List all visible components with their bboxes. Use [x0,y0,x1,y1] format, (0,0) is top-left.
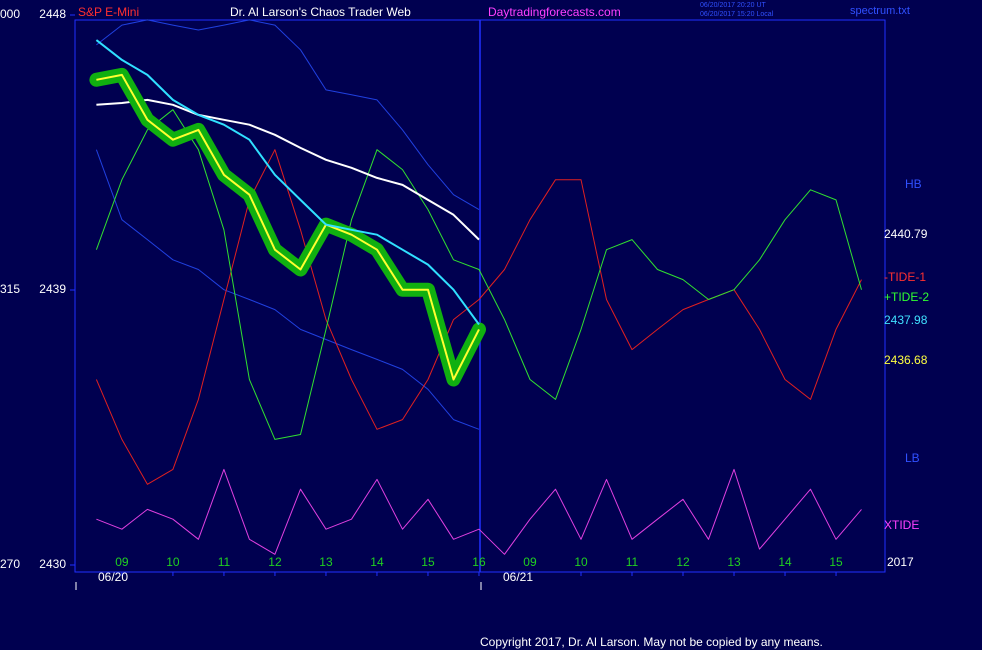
date-label: 06/21 [503,570,533,584]
x-tick-label: 16 [472,555,486,569]
file-name: spectrum.txt [850,5,910,17]
right-label: XTIDE [884,518,919,532]
timestamp: 06/20/2017 20:20 UT [700,2,766,9]
right-label: 2440.79 [884,227,928,241]
right-label: +TIDE-2 [884,290,929,304]
x-tick-label: 15 [421,555,435,569]
x-tick-label: 14 [778,555,792,569]
left-label: 270 [0,557,20,571]
series-line [96,19,480,211]
x-tick-label: 10 [574,555,588,569]
left-label: 315 [0,282,20,296]
right-label: 2436.68 [884,353,928,367]
x-tick-label: 09 [115,555,129,569]
y-tick-label: 2439 [39,282,66,296]
copyright: Copyright 2017, Dr. Al Larson. May not b… [480,635,823,649]
series-line [96,73,480,381]
x-tick-label: 11 [626,555,639,569]
right-label: LB [905,451,920,465]
x-tick-label: 15 [829,555,843,569]
series-line [95,149,480,430]
left-label: 000 [0,7,20,21]
y-tick-label: 2448 [39,7,66,21]
right-label: -TIDE-1 [884,270,926,284]
chart-title: Dr. Al Larson's Chaos Trader Web [230,5,411,19]
series-line [96,468,862,555]
x-tick-label: 14 [370,555,384,569]
timestamp: 06/20/2017 15:20 Local [700,11,774,18]
x-tick-label: 11 [218,555,231,569]
date-label: 06/20 [98,570,128,584]
series-line [95,109,862,440]
x-tick-label: 13 [727,555,741,569]
x-tick-label: 12 [268,555,282,569]
site: Daytradingforecasts.com [488,5,621,19]
x-tick-label: 10 [166,555,180,569]
y-tick-label: 2430 [39,557,66,571]
series-line [95,39,480,326]
right-label: 2437.98 [884,313,928,327]
year: 2017 [887,555,914,569]
series-line [96,98,480,241]
x-tick-label: 13 [319,555,333,569]
x-tick-label: 12 [676,555,690,569]
right-label: HB [905,177,922,191]
instrument: S&P E-Mini [78,5,139,19]
x-tick-label: 09 [523,555,537,569]
